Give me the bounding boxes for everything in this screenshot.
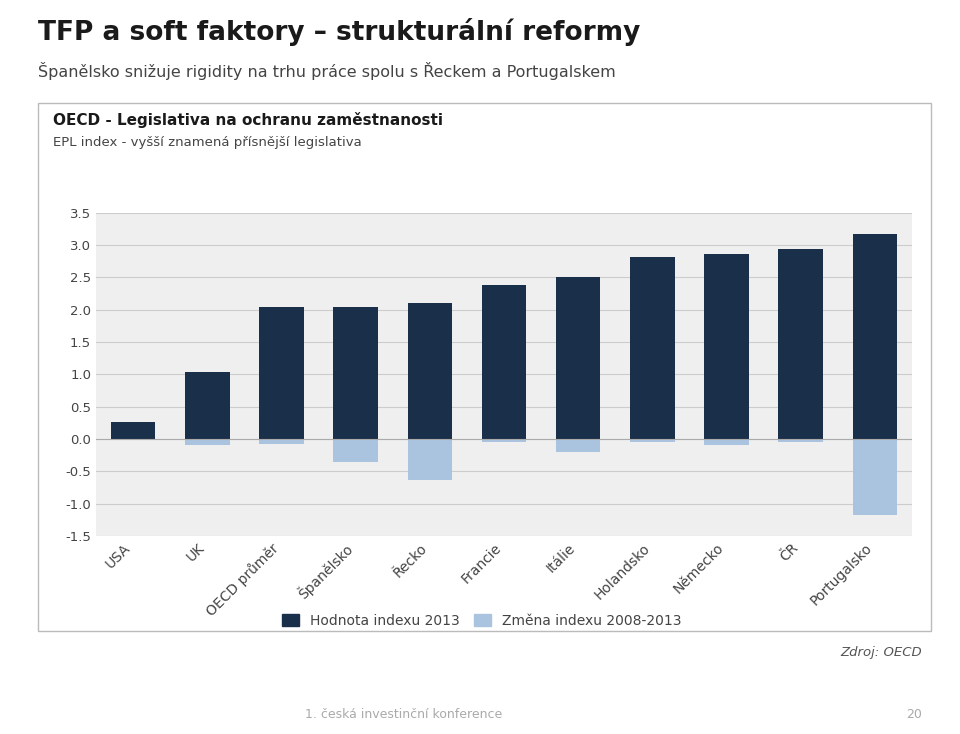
Text: 1. česká investinční konference: 1. česká investinční konference [304,708,502,721]
Text: 20: 20 [905,708,922,721]
Bar [482,439,526,442]
Text: OECD - Legislativa na ochranu zaměstnanosti: OECD - Legislativa na ochranu zaměstnano… [53,112,443,128]
Bar [259,307,303,439]
Bar [408,439,452,479]
Bar [482,286,526,439]
Bar [852,233,898,439]
Text: Španělsko snižuje rigidity na trhu práce spolu s Řeckem a Portugalskem: Španělsko snižuje rigidity na trhu práce… [38,62,616,81]
Text: Zdroj: OECD: Zdroj: OECD [840,646,922,659]
Bar [110,422,156,439]
Bar [556,277,600,439]
Text: TFP a soft faktory – strukturální reformy: TFP a soft faktory – strukturální reform… [38,18,640,46]
Bar [705,253,749,439]
Legend: Hodnota indexu 2013, Změna indexu 2008-2013: Hodnota indexu 2013, Změna indexu 2008-2… [282,614,682,628]
Bar [185,372,229,439]
Bar [408,303,452,439]
Bar [333,439,378,462]
Bar [259,439,303,444]
Bar [630,257,675,439]
Bar [630,439,675,442]
Bar [185,439,229,446]
Text: EPL index - vyšší znamená přísnější legislativa: EPL index - vyšší znamená přísnější legi… [53,136,362,149]
Bar [779,249,823,439]
Bar [779,439,823,442]
Bar [333,307,378,439]
Bar [852,439,898,515]
Bar [705,439,749,446]
Bar [556,439,600,452]
